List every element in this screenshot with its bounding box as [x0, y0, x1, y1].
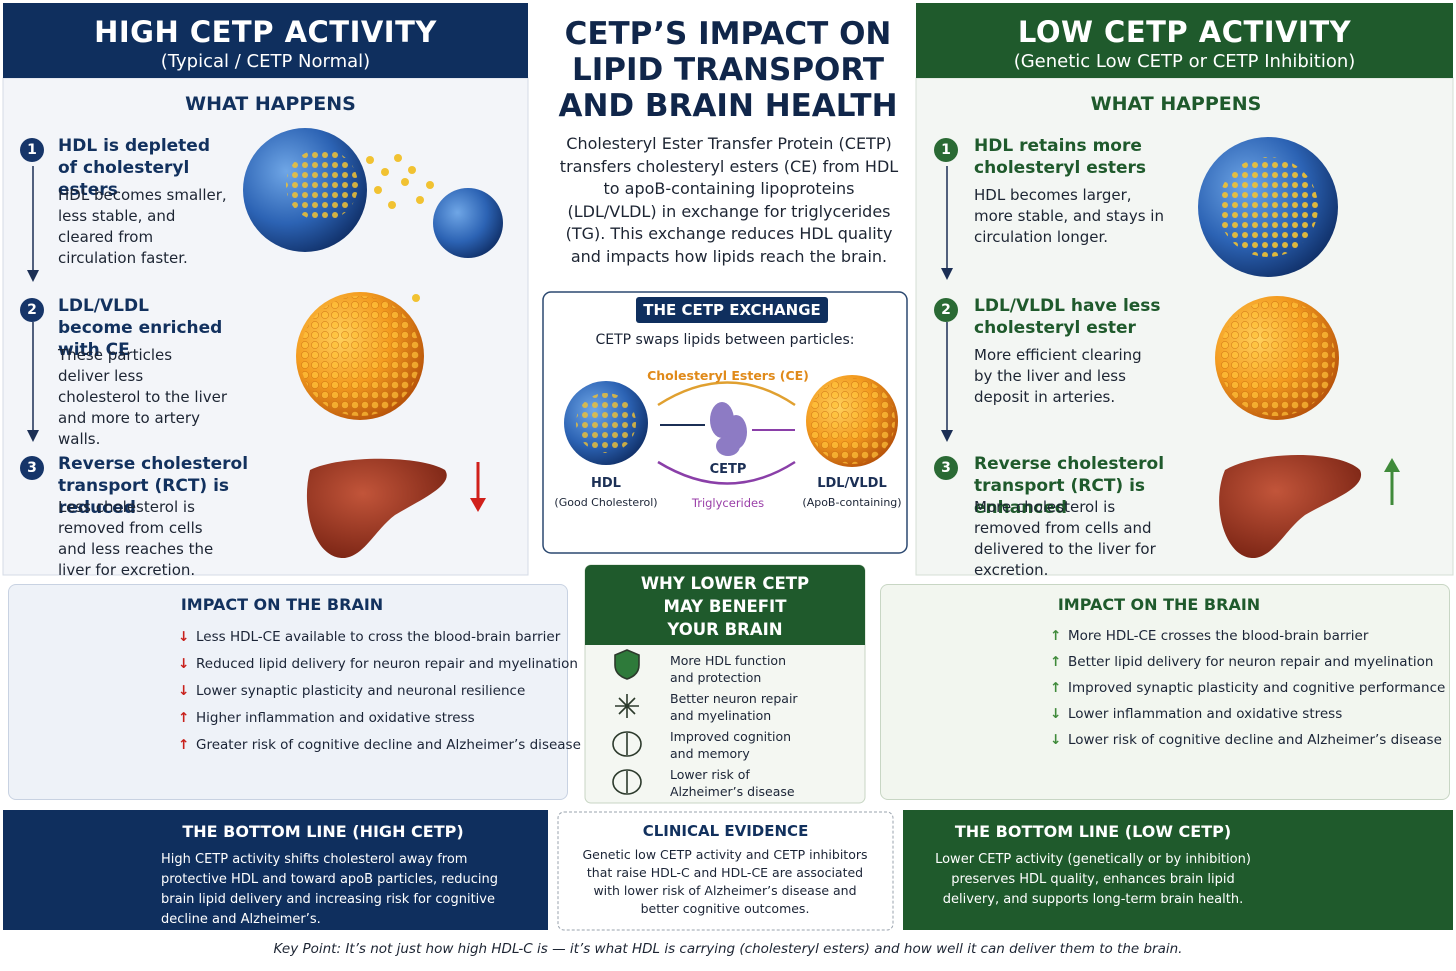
step-number: 1	[934, 138, 958, 162]
low-brain-title: IMPACT ON THE BRAIN	[1057, 595, 1261, 614]
ldl-sub: (ApoB-containing)	[802, 496, 902, 509]
brain-item: Greater risk of cognitive decline and Al…	[196, 737, 581, 753]
high-header: HIGH CETP ACTIVITY (Typical / CETP Norma…	[3, 3, 528, 78]
low-subtitle: (Genetic Low CETP or CETP Inhibition)	[1013, 51, 1356, 72]
center-title-line: AND BRAIN HEALTH	[558, 88, 898, 124]
trend-arrow: ↑	[1050, 680, 1062, 696]
center-title: CETP’S IMPACT ON LIPID TRANSPORT AND BRAIN…	[540, 16, 916, 124]
trend-arrow: ↓	[178, 656, 190, 672]
why-item: Better neuron repair and myelination	[670, 691, 798, 723]
step-title: LDL/VLDL have less cholesteryl ester	[974, 296, 1161, 338]
center-title-line: CETP’S IMPACT ON	[564, 16, 892, 52]
step-title: HDL retains more cholesteryl esters	[974, 136, 1147, 178]
ce-label: Cholesteryl Esters (CE)	[647, 368, 809, 383]
step-title: LDL/VLDL become enriched with CE	[58, 296, 223, 360]
exchange-title: THE CETP EXCHANGE	[636, 297, 828, 323]
low-title: LOW CETP ACTIVITY	[1017, 15, 1352, 49]
step-title: HDL is depleted of cholesteryl esters	[58, 136, 211, 200]
trend-arrow: ↓	[178, 683, 190, 699]
step-text: These particles deliver less cholesterol…	[58, 346, 228, 448]
why-item: More HDL function and protection	[670, 653, 786, 685]
brain-item: Reduced lipid delivery for neuron repair…	[196, 656, 578, 672]
brain-item: Better lipid delivery for neuron repair …	[1068, 654, 1434, 670]
trend-arrow: ↑	[178, 710, 190, 726]
brain-item: Improved synaptic plasticity and cogniti…	[1068, 680, 1446, 696]
why-title: WHY LOWER CETP MAY BENEFIT YOUR BRAIN	[585, 572, 865, 641]
clinical-title: CLINICAL EVIDENCE	[642, 822, 809, 840]
step-title: Reverse cholesterol transport (RCT) is e…	[974, 454, 1165, 518]
brain-item: Lower risk of cognitive decline and Alzh…	[1068, 732, 1442, 748]
step-text: Less cholesterol is removed from cells a…	[58, 498, 214, 579]
low-header: LOW CETP ACTIVITY (Genetic Low CETP or C…	[916, 3, 1453, 78]
why-item: Improved cognition and memory	[670, 729, 792, 761]
step-text: HDL becomes smaller, less stable, and cl…	[58, 186, 227, 267]
clinical-text: Genetic low CETP activity and CETP inhib…	[582, 847, 868, 916]
high-brain-title: IMPACT ON THE BRAIN	[180, 595, 384, 614]
high-bottom-title: THE BOTTOM LINE (HIGH CETP)	[182, 822, 464, 841]
low-bottom-line: THE BOTTOM LINE (LOW CETP) Lower CETP ac…	[903, 810, 1453, 930]
center-intro: Cholesteryl Ester Transfer Protein (CETP…	[559, 134, 899, 266]
low-bottom-title: THE BOTTOM LINE (LOW CETP)	[954, 822, 1232, 841]
high-bottom-line: THE BOTTOM LINE (HIGH CETP) High CETP ac…	[3, 810, 548, 930]
tg-label: Triglycerides	[691, 496, 765, 510]
low-what-happens: WHAT HAPPENS	[1090, 93, 1262, 115]
high-brain-box: IMPACT ON THE BRAIN	[8, 584, 568, 800]
step-number: 1	[20, 138, 44, 162]
exchange-subtitle: CETP swaps lipids between particles:	[595, 332, 855, 348]
why-item: Lower risk of Alzheimer’s disease	[670, 767, 795, 799]
cetp-label: CETP	[709, 462, 747, 477]
ldl-label: LDL/VLDL	[817, 476, 887, 491]
step-number: 3	[20, 456, 44, 480]
key-point: Key Point: It’s not just how high HDL-C …	[273, 941, 1183, 957]
why-title-line: YOUR BRAIN	[667, 620, 783, 639]
hdl-label: HDL	[591, 476, 621, 491]
high-bottom-text: High CETP activity shifts cholesterol aw…	[161, 852, 499, 927]
brain-item: Higher inflammation and oxidative stress	[196, 710, 475, 726]
step-number: 2	[934, 298, 958, 322]
low-bottom-text: Lower CETP activity (genetically or by i…	[935, 852, 1251, 907]
step-text: More cholesterol is removed from cells a…	[974, 498, 1156, 579]
hdl-sub: (Good Cholesterol)	[554, 496, 658, 509]
brain-item: Less HDL-CE available to cross the blood…	[196, 629, 561, 645]
step-text: More efficient clearing by the liver and…	[974, 346, 1142, 406]
trend-arrow: ↓	[178, 629, 190, 645]
trend-arrow: ↓	[1050, 732, 1062, 748]
why-title-line: MAY BENEFIT	[663, 597, 787, 616]
trend-arrow: ↑	[1050, 654, 1062, 670]
brain-item: More HDL-CE crosses the blood-brain barr…	[1068, 628, 1369, 644]
step-text: HDL becomes larger, more stable, and sta…	[974, 186, 1164, 246]
high-what-happens: WHAT HAPPENS	[185, 93, 356, 115]
center-title-line: LIPID TRANSPORT	[571, 52, 885, 88]
brain-item: Lower inflammation and oxidative stress	[1068, 706, 1343, 722]
trend-arrow: ↑	[178, 737, 190, 753]
low-brain-box: IMPACT ON THE BRAIN	[880, 584, 1450, 800]
high-subtitle: (Typical / CETP Normal)	[160, 51, 371, 72]
brain-item: Lower synaptic plasticity and neuronal r…	[196, 683, 526, 699]
step-title: Reverse cholesterol transport (RCT) is r…	[58, 454, 249, 518]
high-title: HIGH CETP ACTIVITY	[94, 15, 437, 49]
step-number: 3	[934, 456, 958, 480]
step-number: 2	[20, 298, 44, 322]
trend-arrow: ↓	[1050, 706, 1062, 722]
trend-arrow: ↑	[1050, 628, 1062, 644]
why-title-line: WHY LOWER CETP	[640, 574, 810, 593]
